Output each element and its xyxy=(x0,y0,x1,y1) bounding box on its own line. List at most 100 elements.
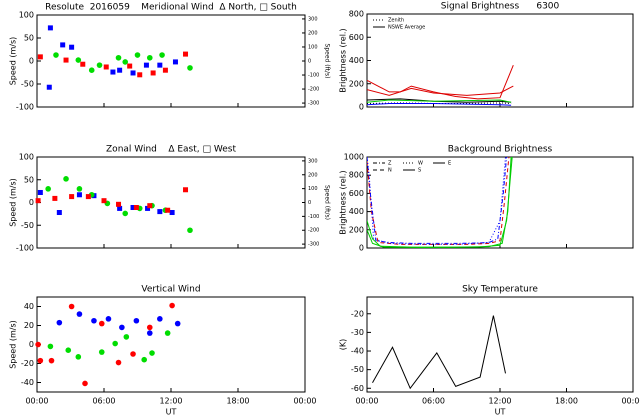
x-tick-label: 12:00 xyxy=(488,397,511,406)
y-tick-label: 0 xyxy=(359,244,364,253)
y-tick-label: 400 xyxy=(349,207,364,216)
point xyxy=(105,316,112,322)
y-tick-label: 50 xyxy=(24,34,34,43)
y-tick-label: -100 xyxy=(16,103,34,112)
y-tick-label: 800 xyxy=(349,10,364,19)
y2-tick-label: -300 xyxy=(308,242,319,248)
point xyxy=(119,324,125,331)
plot-frame xyxy=(366,156,634,249)
x-tick-label: 12:00 xyxy=(159,397,182,406)
point xyxy=(53,52,59,58)
point xyxy=(65,347,72,354)
y-tick-label: -60 xyxy=(351,384,364,393)
y-tick-label: 0 xyxy=(359,103,364,112)
y-tick-label: -20 xyxy=(351,309,364,318)
legend-label: W xyxy=(418,161,423,167)
legend-label: NSWE Average xyxy=(388,25,425,31)
x-tick-label: 06:00 xyxy=(92,397,115,406)
point xyxy=(133,205,139,211)
point xyxy=(130,70,136,76)
y-tick-label: -30 xyxy=(351,328,364,337)
point xyxy=(157,316,163,322)
y-tick-label: 1000 xyxy=(344,153,364,162)
x-axis-label: UT xyxy=(495,408,506,417)
y2-tick-label: -200 xyxy=(308,228,319,234)
x-tick-label: 00:00 xyxy=(355,397,378,406)
series-line xyxy=(367,157,506,245)
series-line xyxy=(367,157,510,245)
y-tick-label: 100 xyxy=(19,153,34,162)
point xyxy=(76,186,83,192)
y-axis-label: Speed (m/s) xyxy=(9,320,18,369)
point xyxy=(115,359,122,366)
y-tick-label: -50 xyxy=(351,365,364,374)
point xyxy=(174,320,181,327)
chart-title: Zonal Wind Δ East, □ West xyxy=(106,145,236,155)
chart-title: Background Brightness xyxy=(448,145,553,155)
point xyxy=(75,57,82,63)
point xyxy=(165,207,171,213)
point xyxy=(150,70,156,76)
legend-label: Z xyxy=(388,161,392,167)
point xyxy=(134,52,141,58)
point xyxy=(91,317,97,324)
y2-tick-label: 200 xyxy=(308,172,318,178)
y-tick-label: 0 xyxy=(29,198,34,207)
y-axis-label: Speed (m/s) xyxy=(9,37,18,86)
point xyxy=(98,349,105,355)
y-tick-label: -20 xyxy=(21,359,34,368)
y-tick-label: 50 xyxy=(24,175,34,184)
point xyxy=(133,317,140,324)
y-axis-label: Brightness (rel.) xyxy=(339,28,348,92)
chart-title: Vertical Wind xyxy=(141,285,200,295)
point xyxy=(116,201,122,207)
y-tick-label: 20 xyxy=(24,321,34,330)
point xyxy=(187,65,193,71)
y-tick-label: -40 xyxy=(21,378,34,387)
point xyxy=(115,54,122,61)
x-axis-label: UT xyxy=(166,408,177,417)
series-line xyxy=(367,65,514,100)
point xyxy=(76,311,83,317)
y-tick-label: 100 xyxy=(19,11,34,20)
point xyxy=(75,354,82,360)
y-tick-label: 600 xyxy=(349,189,364,198)
y-tick-label: 200 xyxy=(349,225,364,234)
point xyxy=(63,176,69,182)
point xyxy=(183,187,189,193)
y2-tick-label: -300 xyxy=(308,101,319,107)
y-tick-label: 800 xyxy=(349,171,364,180)
x-tick-label: 18:00 xyxy=(555,397,578,406)
point xyxy=(76,192,82,198)
point xyxy=(88,67,95,73)
x-tick-label: 06:00 xyxy=(422,397,445,406)
point xyxy=(46,84,52,90)
point xyxy=(110,69,116,75)
series-line xyxy=(372,315,506,390)
y2-tick-label: 200 xyxy=(308,30,318,36)
point xyxy=(146,330,153,336)
y2-tick-label: 300 xyxy=(308,158,318,164)
point xyxy=(159,52,165,58)
series-line xyxy=(367,103,512,106)
point xyxy=(101,198,107,204)
point xyxy=(127,63,133,69)
series-line xyxy=(367,157,508,244)
legend-label: Zenith xyxy=(388,18,404,24)
point xyxy=(112,340,118,347)
legend-label: S xyxy=(418,168,421,174)
y2-tick-label: -100 xyxy=(308,73,319,79)
point xyxy=(63,57,69,63)
point xyxy=(69,194,75,200)
y2-tick-label: 300 xyxy=(308,16,318,22)
point xyxy=(52,195,58,201)
series-line xyxy=(367,157,513,248)
point xyxy=(146,324,153,331)
point xyxy=(82,380,88,387)
point xyxy=(169,302,175,309)
point xyxy=(130,351,136,357)
point xyxy=(35,198,41,204)
y2-tick-label: 100 xyxy=(308,186,318,192)
point xyxy=(68,303,75,310)
y2-axis-label: Speed (ft/s) xyxy=(324,185,331,220)
